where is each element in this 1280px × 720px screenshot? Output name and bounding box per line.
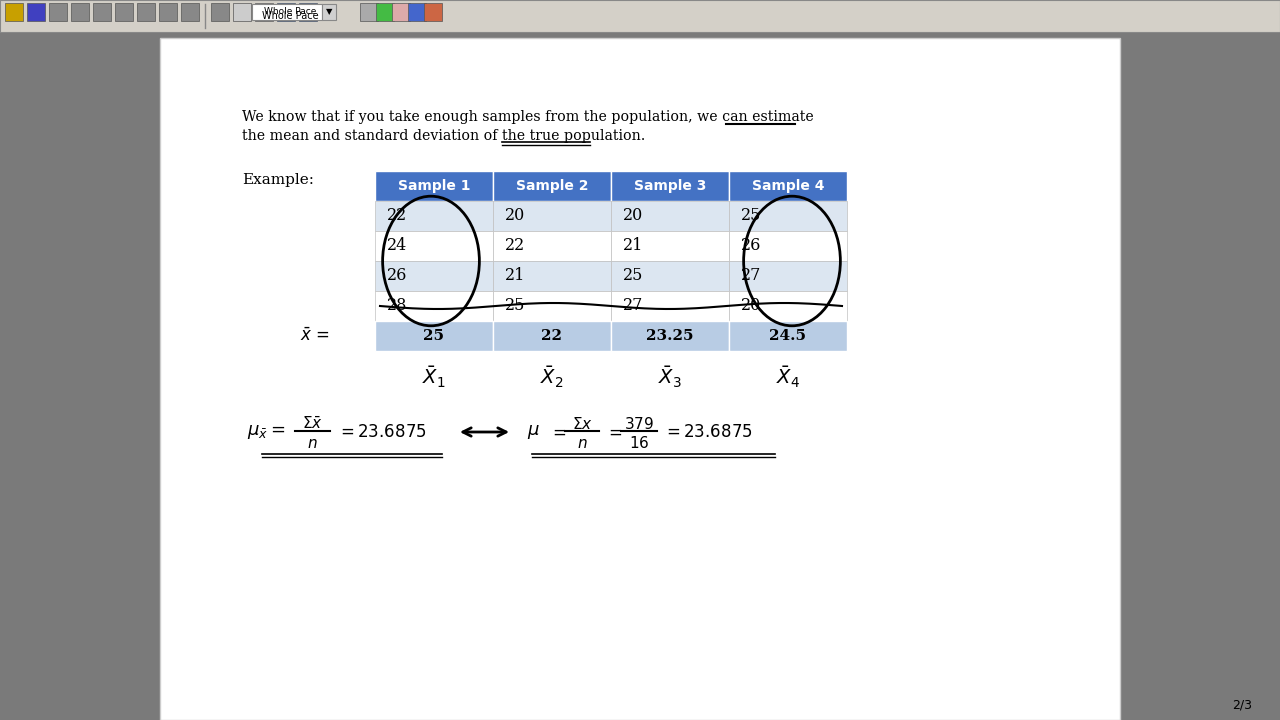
Bar [376, 3, 394, 21]
Text: 25: 25 [506, 297, 525, 315]
Text: 20: 20 [506, 207, 525, 225]
Bar [211, 3, 229, 21]
Text: $\bar{X}_4$: $\bar{X}_4$ [776, 364, 800, 390]
Text: $\Sigma\bar{x}$: $\Sigma\bar{x}$ [302, 416, 323, 432]
Text: 21: 21 [623, 238, 644, 254]
Bar [730, 261, 847, 291]
Text: $n$: $n$ [577, 436, 588, 451]
Text: Whole Pace: Whole Pace [264, 7, 316, 17]
Text: ▼: ▼ [325, 7, 333, 17]
Text: $379$: $379$ [623, 416, 654, 432]
Text: 22: 22 [506, 238, 525, 254]
Bar [375, 261, 493, 291]
Text: Sample 4: Sample 4 [751, 179, 824, 193]
Bar [493, 201, 611, 231]
Bar [730, 171, 847, 201]
Bar [493, 291, 611, 321]
Text: 25: 25 [741, 207, 762, 225]
Text: Sample 1: Sample 1 [398, 179, 470, 193]
Bar [375, 231, 493, 261]
Text: $\bar{X}_1$: $\bar{X}_1$ [422, 364, 445, 390]
Text: 25: 25 [424, 329, 444, 343]
Bar [375, 291, 493, 321]
Bar [0, 0, 1280, 32]
Bar [375, 201, 493, 231]
Bar [611, 231, 730, 261]
Text: Sample 2: Sample 2 [516, 179, 589, 193]
Bar [27, 3, 45, 21]
Text: 24.5: 24.5 [769, 329, 806, 343]
Text: 28: 28 [387, 297, 407, 315]
Text: $\mu$: $\mu$ [527, 423, 540, 441]
Bar [493, 171, 611, 201]
Bar [493, 261, 611, 291]
Text: 22: 22 [387, 207, 407, 225]
Bar [611, 201, 730, 231]
Bar [252, 4, 323, 20]
Bar [5, 3, 23, 21]
Text: 2/3: 2/3 [1231, 699, 1252, 712]
Text: $16$: $16$ [628, 435, 649, 451]
Bar [408, 3, 426, 21]
Bar [730, 231, 847, 261]
Bar [375, 171, 493, 201]
Bar [424, 3, 442, 21]
Bar [611, 261, 730, 291]
Text: Whole Pace: Whole Pace [261, 11, 319, 21]
Bar [360, 3, 378, 21]
Bar [392, 3, 410, 21]
Bar [255, 3, 273, 21]
Bar [611, 321, 730, 351]
Bar [611, 291, 730, 321]
Bar [115, 3, 133, 21]
Bar [180, 3, 198, 21]
Bar [70, 3, 90, 21]
Text: We know that if you take enough samples from the population, we can estimate: We know that if you take enough samples … [242, 110, 814, 124]
Text: Sample 3: Sample 3 [634, 179, 707, 193]
Text: 23.25: 23.25 [646, 329, 694, 343]
Bar [233, 3, 251, 21]
Text: $\bar{X}_2$: $\bar{X}_2$ [540, 364, 563, 390]
Bar [300, 3, 317, 21]
Text: 27: 27 [741, 268, 762, 284]
Bar [375, 321, 493, 351]
Text: $\bar{X}_3$: $\bar{X}_3$ [658, 364, 682, 390]
Text: 26: 26 [741, 238, 762, 254]
Text: 21: 21 [506, 268, 525, 284]
Bar [611, 171, 730, 201]
Bar [323, 4, 335, 20]
Text: $= 23.6875$: $= 23.6875$ [663, 423, 753, 441]
Bar [730, 321, 847, 351]
Text: $\mu_{\bar{x}}=$: $\mu_{\bar{x}}=$ [247, 423, 285, 441]
Text: $n$: $n$ [307, 436, 317, 451]
Bar [276, 3, 294, 21]
Text: Example:: Example: [242, 173, 314, 187]
Bar [93, 3, 111, 21]
Bar [730, 291, 847, 321]
Bar [730, 201, 847, 231]
Text: 27: 27 [623, 297, 644, 315]
Text: $\Sigma x$: $\Sigma x$ [572, 416, 593, 432]
Text: the mean and standard deviation of the true population.: the mean and standard deviation of the t… [242, 129, 645, 143]
Bar [493, 231, 611, 261]
Text: $= 23.6875$: $= 23.6875$ [337, 423, 426, 441]
Text: $=$: $=$ [605, 423, 622, 441]
Text: $=$: $=$ [549, 423, 566, 441]
Bar [49, 3, 67, 21]
Text: $\bar{x}$ =: $\bar{x}$ = [300, 327, 330, 345]
Bar [160, 38, 1120, 720]
Text: 25: 25 [623, 268, 644, 284]
Text: 22: 22 [541, 329, 562, 343]
Text: 26: 26 [387, 268, 407, 284]
Bar [493, 321, 611, 351]
Text: 24: 24 [387, 238, 407, 254]
Bar [137, 3, 155, 21]
Bar [159, 3, 177, 21]
Text: 20: 20 [741, 297, 762, 315]
Text: 20: 20 [623, 207, 644, 225]
